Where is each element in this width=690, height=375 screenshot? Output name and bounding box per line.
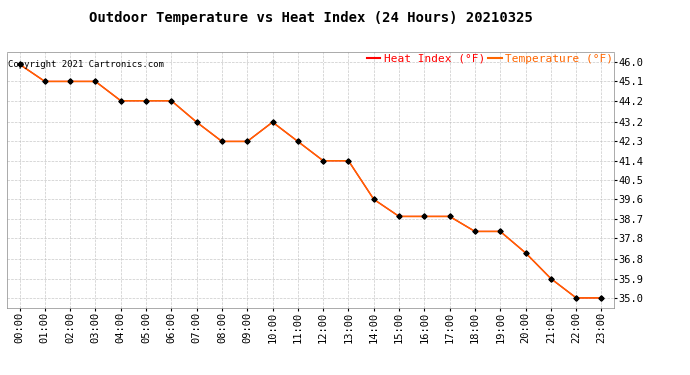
Text: Outdoor Temperature vs Heat Index (24 Hours) 20210325: Outdoor Temperature vs Heat Index (24 Ho… [88, 11, 533, 25]
Text: Copyright 2021 Cartronics.com: Copyright 2021 Cartronics.com [8, 60, 164, 69]
Legend: Heat Index (°F), Temperature (°F): Heat Index (°F), Temperature (°F) [367, 54, 613, 64]
